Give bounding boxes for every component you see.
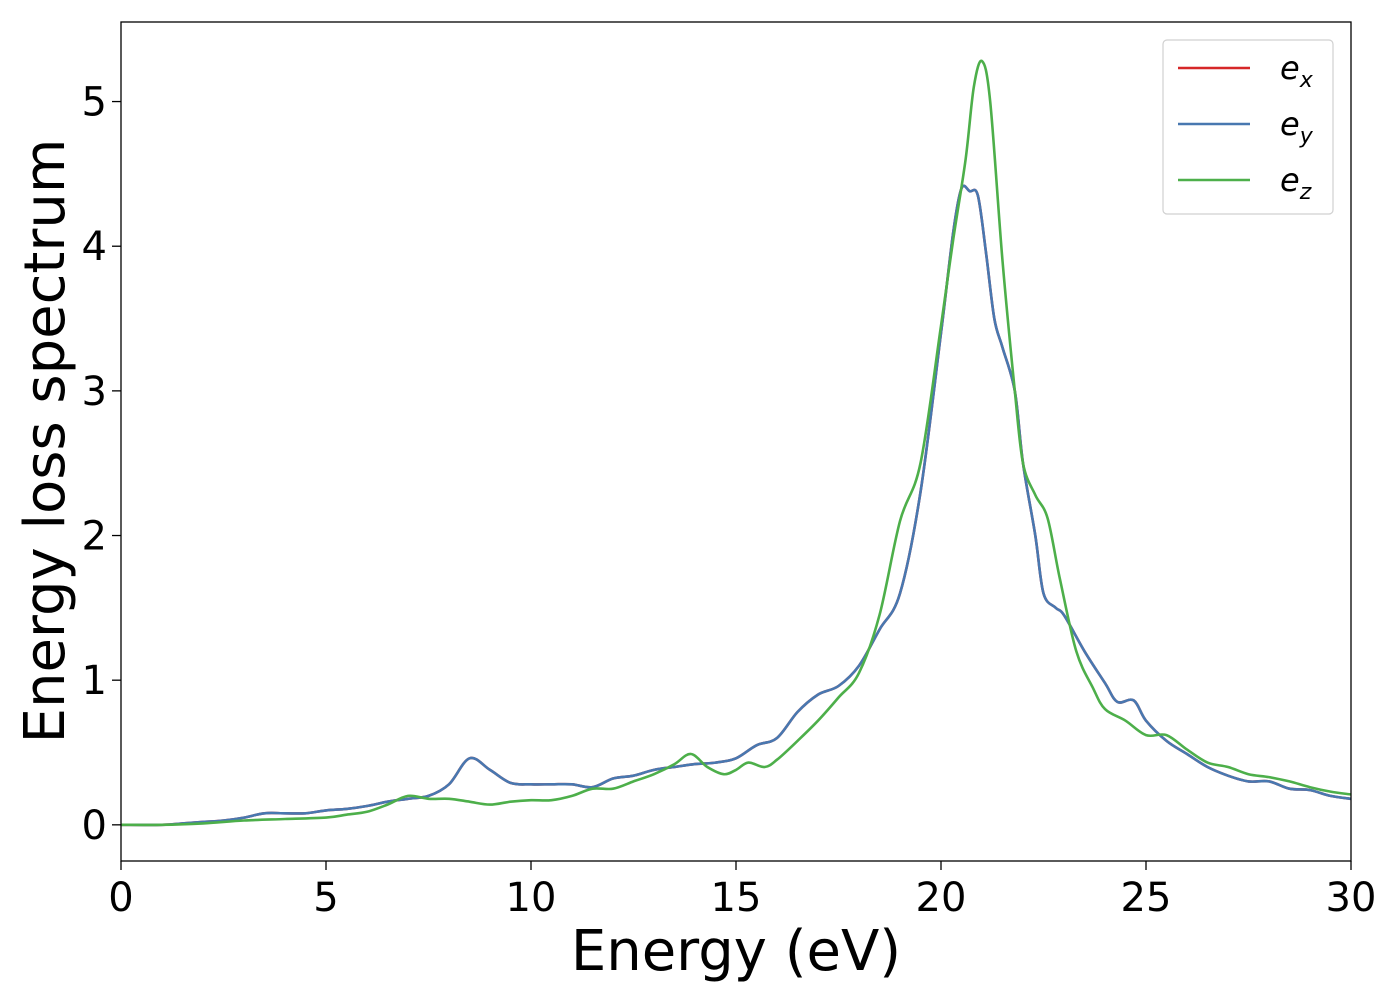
x-axis: 0 5 10 15 20 25 30 xyxy=(108,861,1376,921)
legend-box xyxy=(1162,39,1334,215)
y-tick-label: 3 xyxy=(82,369,107,415)
legend-label-e-x: ex xyxy=(1280,49,1314,93)
y-tick-label: 0 xyxy=(82,803,107,849)
legend: ex ey ez xyxy=(1162,39,1334,215)
x-tick-label: 0 xyxy=(108,875,133,921)
x-tick-label: 20 xyxy=(916,875,967,921)
x-tick-label: 5 xyxy=(313,875,338,921)
series-line-e-z xyxy=(120,59,1352,827)
y-tick-label: 1 xyxy=(82,658,107,704)
series-line-e-y xyxy=(120,184,1352,827)
y-axis-label: Energy loss spectrum xyxy=(13,139,78,744)
legend-label-e-y: ey xyxy=(1280,105,1314,149)
y-tick-label: 2 xyxy=(82,514,107,560)
x-axis-label: Energy (eV) xyxy=(571,919,901,984)
x-tick-label: 30 xyxy=(1326,875,1377,921)
series-layer xyxy=(120,59,1352,827)
y-axis: 0 1 2 3 4 5 xyxy=(82,80,121,849)
x-tick-label: 15 xyxy=(711,875,762,921)
legend-label-e-z: ez xyxy=(1280,161,1312,205)
x-tick-label: 10 xyxy=(506,875,557,921)
y-tick-label: 5 xyxy=(82,80,107,126)
x-tick-label: 25 xyxy=(1121,875,1172,921)
y-tick-label: 4 xyxy=(82,224,107,270)
